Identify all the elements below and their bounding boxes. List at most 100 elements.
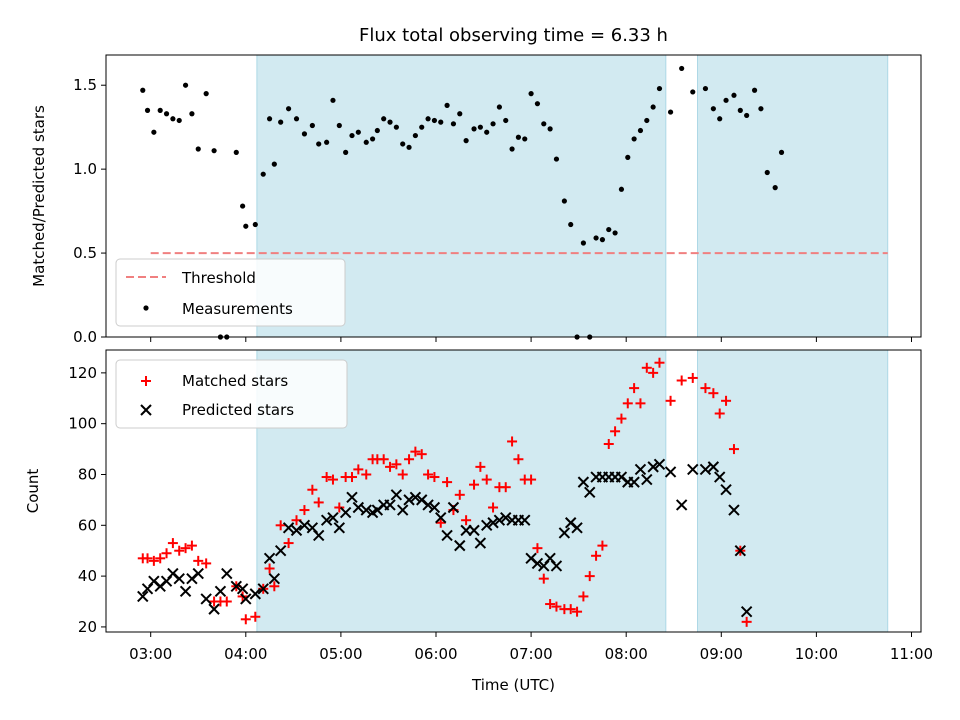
matched-star-point (513, 454, 524, 465)
predicted-star-point (740, 605, 753, 618)
y-tick-label: 0.0 (73, 328, 97, 346)
measurement-point (271, 161, 277, 167)
predicted-star-point (720, 484, 732, 496)
x-b (298, 519, 311, 532)
x-b (137, 590, 149, 603)
matched-star-point (361, 469, 372, 480)
matched-star-point (538, 573, 549, 584)
matched-star-point (565, 604, 576, 615)
measurement-point (637, 127, 644, 134)
predicted-star-point (268, 572, 281, 585)
matched-star-point (410, 446, 421, 457)
measurement-point (568, 221, 574, 228)
predicted-star-point (422, 499, 434, 511)
matched-star-point (597, 540, 608, 551)
x-b (173, 572, 185, 585)
measurement-point (618, 186, 625, 192)
predicted-star-point (263, 552, 276, 565)
predicted-star-point (333, 522, 346, 534)
measurement-point (509, 146, 515, 152)
y-tick-label: 20 (78, 618, 97, 636)
x-b (664, 466, 677, 478)
y-tick-label: 120 (68, 364, 97, 382)
predicted-star-point (474, 537, 487, 549)
predicted-star-point (734, 544, 747, 557)
measurement-point (631, 136, 637, 142)
x-tick-label: 11:00 (890, 645, 933, 663)
predicted-star-point (240, 593, 252, 605)
measurement-point (140, 87, 146, 93)
matched-star-point (283, 538, 294, 549)
measurement-point (144, 107, 151, 113)
x-b (720, 484, 732, 496)
predicted-star-point (664, 466, 677, 478)
x-b (327, 511, 339, 524)
shaded-interval-2 (697, 349, 889, 633)
measurement-point (515, 134, 522, 140)
measurement-point (233, 149, 239, 155)
matched-star-point (378, 454, 389, 465)
measurement-point (406, 144, 412, 150)
legend-predicted-swatch-b (140, 404, 152, 416)
matched-star-point (193, 555, 204, 566)
x-b (447, 501, 460, 514)
y-tick-label: 80 (78, 465, 97, 483)
measurement-point (553, 156, 560, 162)
x-b (148, 575, 160, 587)
measurement-point (522, 136, 528, 142)
x-b (403, 494, 415, 506)
matched-star-point (167, 538, 178, 549)
matched-star-point (461, 515, 472, 526)
measurement-point (438, 119, 444, 125)
measurement-point (679, 65, 685, 72)
shaded-interval-2 (697, 54, 889, 338)
matched-star-point (532, 543, 543, 554)
matched-star-point (346, 472, 357, 483)
measurement-point (431, 117, 438, 124)
measurement-point (561, 198, 567, 204)
matched-star-point (313, 497, 324, 508)
x-b (274, 544, 287, 557)
x-tick-label: 03:00 (129, 645, 172, 663)
predicted-star-point (257, 583, 269, 595)
x-b (360, 504, 372, 516)
matched-star-point (442, 477, 453, 488)
predicted-star-point (208, 603, 220, 615)
matched-star-point (264, 563, 275, 574)
measurement-point (195, 146, 201, 152)
x-b (525, 552, 537, 565)
predicted-star-point (384, 499, 396, 511)
measurement-point (324, 139, 330, 145)
x-b (493, 514, 506, 526)
matched-star-point (584, 571, 595, 582)
top-plot-frame (105, 54, 922, 338)
measurement-point (772, 185, 778, 191)
predicted-star-point (249, 588, 262, 600)
measurement-point (717, 116, 723, 122)
x-b (282, 522, 295, 534)
x-b (208, 603, 220, 615)
bottom-y-ticks: 20 40 60 80 100 120 (68, 364, 106, 636)
measurements-series (140, 65, 785, 340)
measurement-point (644, 117, 650, 124)
predicted-star-point (428, 501, 441, 514)
predicted-star-point (468, 524, 480, 537)
y-tick-label: 60 (78, 516, 97, 534)
measurement-point (393, 124, 399, 130)
measurement-point (503, 117, 509, 124)
matched-star-point (488, 502, 499, 513)
x-tick-label: 07:00 (509, 645, 552, 663)
predicted-star-point (200, 593, 212, 605)
measurement-point (343, 149, 349, 155)
predicted-star-point (500, 511, 512, 524)
x-b (519, 514, 531, 526)
panel-ratio: 0.0 0.5 1.0 1.5 Matched/Predicted stars Thr… (30, 54, 922, 346)
measurement-point (723, 97, 729, 103)
legend-box (115, 258, 346, 327)
measurement-point (330, 97, 336, 103)
x-b (339, 506, 352, 519)
bottom-y-axis-label: Count (24, 469, 42, 514)
matched-star-point (475, 461, 486, 472)
matched-star-point (622, 398, 633, 409)
